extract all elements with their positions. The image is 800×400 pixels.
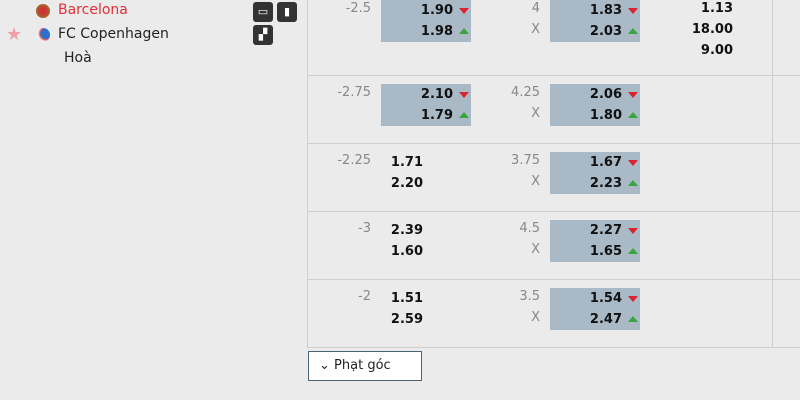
handicap-odds[interactable]: 1.51 2.59 xyxy=(381,288,471,330)
over-under-line: 4 xyxy=(531,1,540,16)
over-under-x: X xyxy=(531,310,540,325)
arrow-up-icon xyxy=(628,28,638,34)
arrow-down-icon xyxy=(628,92,638,98)
away-team[interactable]: FC Copenhagen xyxy=(58,26,169,42)
odd-value[interactable]: 1.80 xyxy=(589,108,622,123)
over-under-odds[interactable]: 2.06 1.80 xyxy=(550,84,640,126)
arrow-down-icon xyxy=(628,296,638,302)
odds-row: -2.5 1.90 1.98 4 X 1.83 2.03 1.13 18.00 9.00 xyxy=(308,0,800,76)
1x2-odd[interactable]: 9.00 xyxy=(700,43,733,58)
draw-label: Hoà xyxy=(64,50,92,66)
handicap-line: -2 xyxy=(358,289,371,304)
copenhagen-logo xyxy=(36,28,50,42)
arrow-up-icon xyxy=(459,28,469,34)
over-under-x: X xyxy=(531,106,540,121)
1x2-odd[interactable]: 18.00 xyxy=(691,22,733,37)
1x2-odd[interactable]: 1.13 xyxy=(700,1,733,16)
arrow-down-icon xyxy=(459,92,469,98)
odd-value[interactable]: 1.65 xyxy=(589,244,622,259)
corner-kicks-button[interactable]: ⌄ Phạt góc xyxy=(308,351,422,381)
odd-value[interactable]: 2.03 xyxy=(589,24,622,39)
odds-row: -2.75 2.10 1.79 4.25 X 2.06 1.80 xyxy=(308,75,800,144)
arrow-down-icon xyxy=(628,228,638,234)
arrow-up-icon xyxy=(459,112,469,118)
over-under-line: 3.75 xyxy=(511,153,540,168)
handicap-line: -2.5 xyxy=(345,1,371,16)
odd-value[interactable]: 1.71 xyxy=(390,155,423,170)
arrow-down-icon xyxy=(628,160,638,166)
over-under-line: 3.5 xyxy=(519,289,540,304)
odd-value[interactable]: 1.79 xyxy=(420,108,453,123)
over-under-odds[interactable]: 2.27 1.65 xyxy=(550,220,640,262)
over-under-odds[interactable]: 1.54 2.47 xyxy=(550,288,640,330)
star-icon[interactable]: ★ xyxy=(6,24,23,45)
arrow-up-icon xyxy=(628,180,638,186)
odds-row: -2.25 1.71 2.20 3.75 X 1.67 2.23 xyxy=(308,143,800,212)
lineup-icon[interactable]: ▞ xyxy=(253,25,273,45)
tv-icon[interactable]: ▭ xyxy=(253,2,273,22)
handicap-line: -3 xyxy=(358,221,371,236)
arrow-up-icon xyxy=(628,316,638,322)
handicap-odds[interactable]: 1.71 2.20 xyxy=(381,152,471,194)
handicap-line: -2.25 xyxy=(337,153,371,168)
odd-value[interactable]: 1.90 xyxy=(420,3,453,18)
odd-value[interactable]: 2.59 xyxy=(390,312,423,327)
odd-value[interactable]: 2.47 xyxy=(589,312,622,327)
over-under-odds[interactable]: 1.83 2.03 xyxy=(550,0,640,42)
odd-value[interactable]: 1.51 xyxy=(390,291,423,306)
handicap-odds[interactable]: 2.10 1.79 xyxy=(381,84,471,126)
arrow-up-icon xyxy=(628,112,638,118)
odd-value[interactable]: 2.10 xyxy=(420,87,453,102)
odds-row: -3 2.39 1.60 4.5 X 2.27 1.65 xyxy=(308,211,800,280)
odd-value[interactable]: 1.67 xyxy=(589,155,622,170)
handicap-odds[interactable]: 2.39 1.60 xyxy=(381,220,471,262)
odd-value[interactable]: 2.27 xyxy=(589,223,622,238)
over-under-odds[interactable]: 1.67 2.23 xyxy=(550,152,640,194)
home-team[interactable]: Barcelona xyxy=(58,2,128,18)
odd-value[interactable]: 2.39 xyxy=(390,223,423,238)
odd-value[interactable]: 1.54 xyxy=(589,291,622,306)
over-under-x: X xyxy=(531,174,540,189)
column-divider xyxy=(772,0,773,348)
handicap-line: -2.75 xyxy=(337,85,371,100)
odds-table: -2.5 1.90 1.98 4 X 1.83 2.03 1.13 18.00 9.00 -2.75… xyxy=(307,0,800,348)
odds-row: -2 1.51 2.59 3.5 X 1.54 2.47 xyxy=(308,279,800,348)
arrow-down-icon xyxy=(628,8,638,14)
odd-value[interactable]: 2.20 xyxy=(390,176,423,191)
stats-icon[interactable]: ▮ xyxy=(277,2,297,22)
handicap-odds[interactable]: 1.90 1.98 xyxy=(381,0,471,42)
odd-value[interactable]: 2.06 xyxy=(589,87,622,102)
barcelona-logo xyxy=(36,4,50,18)
arrow-down-icon xyxy=(459,8,469,14)
odd-value[interactable]: 1.60 xyxy=(390,244,423,259)
arrow-up-icon xyxy=(628,248,638,254)
odd-value[interactable]: 1.83 xyxy=(589,3,622,18)
over-under-line: 4.5 xyxy=(519,221,540,236)
over-under-line: 4.25 xyxy=(511,85,540,100)
over-under-x: X xyxy=(531,242,540,257)
chevron-down-icon: ⌄ xyxy=(319,358,330,373)
odd-value[interactable]: 2.23 xyxy=(589,176,622,191)
odd-value[interactable]: 1.98 xyxy=(420,24,453,39)
over-under-x: X xyxy=(531,22,540,37)
